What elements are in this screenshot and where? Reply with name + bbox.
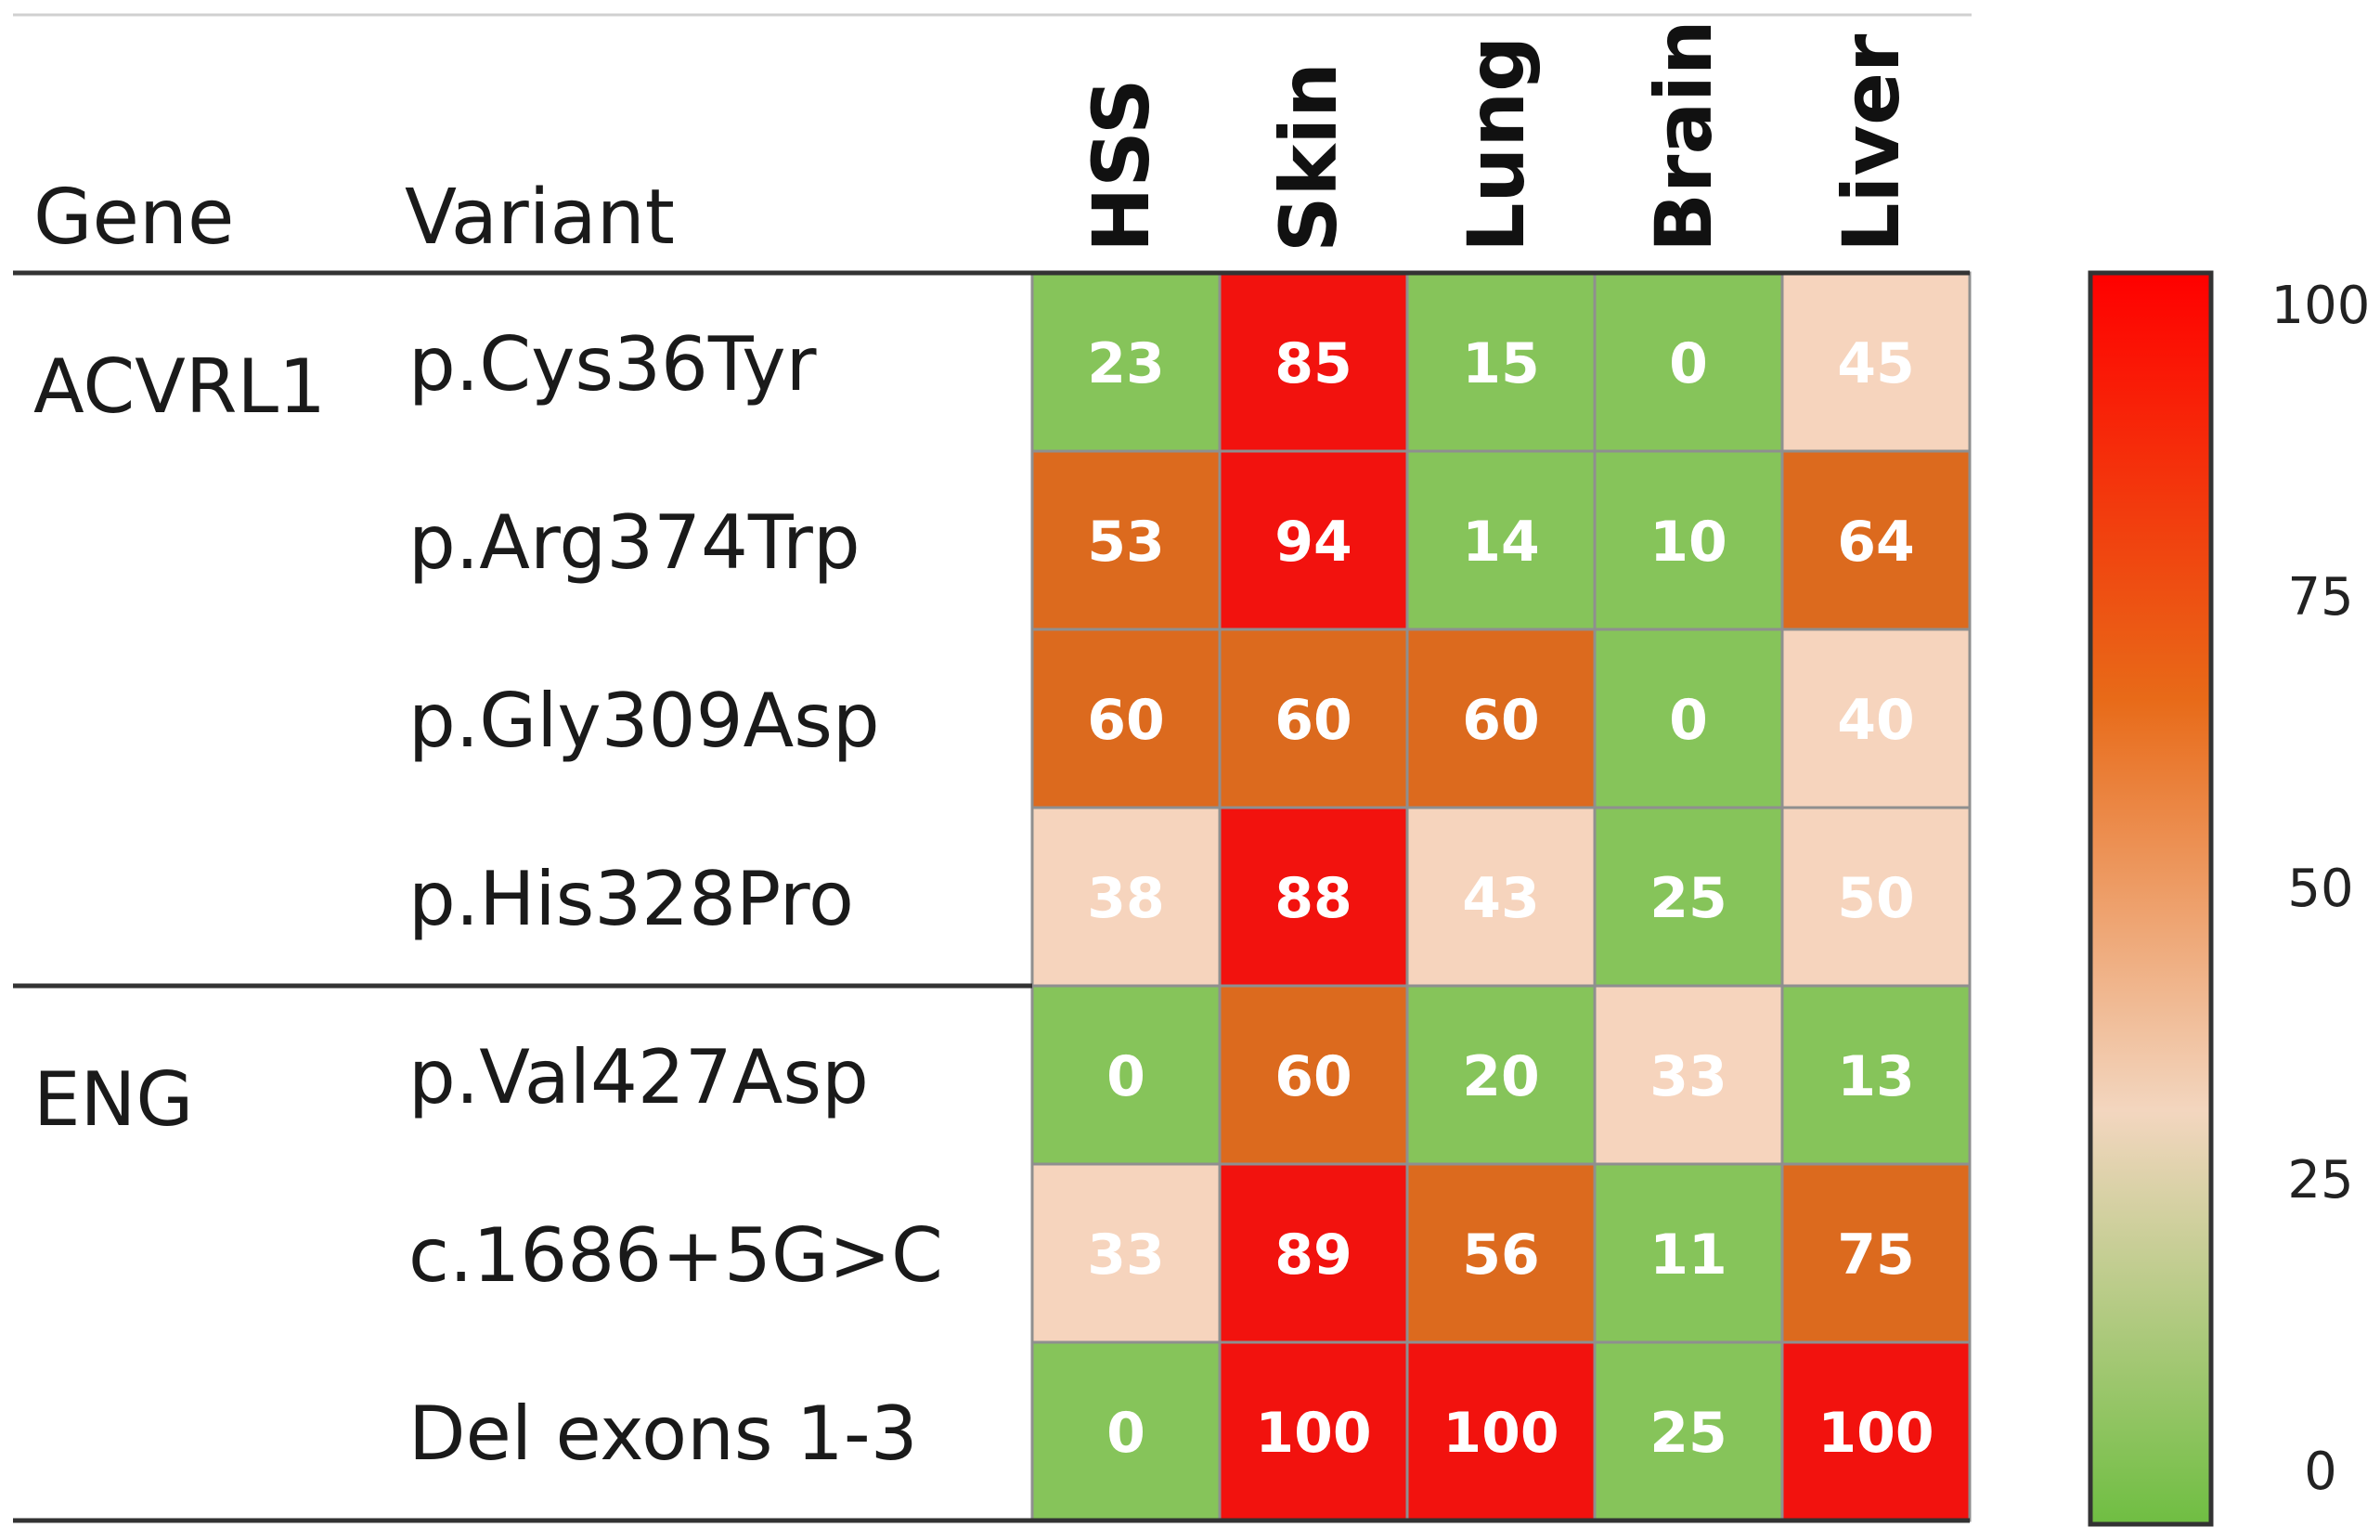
cell-value-label: 60: [1462, 688, 1540, 753]
cell-value-label: 23: [1087, 331, 1165, 396]
cell-value-label: 33: [1087, 1223, 1165, 1288]
cell-value-label: 15: [1462, 331, 1540, 396]
cell-value-label: 0: [1669, 688, 1708, 753]
cell-value-label: 0: [1669, 331, 1708, 396]
gene-header: Gene: [33, 174, 234, 262]
heatmap-cell: [1405, 1340, 1597, 1522]
cell-value-label: 100: [1817, 1401, 1934, 1466]
cell-value-label: 33: [1649, 1044, 1727, 1109]
heatmap-cell: [1405, 628, 1597, 809]
variant-label: c.1686+5G>C: [408, 1212, 943, 1299]
column-label-brain: Brain: [1638, 19, 1729, 252]
heatmap-cell: [1593, 1162, 1784, 1344]
cell-value-label: 60: [1274, 1044, 1352, 1109]
cell-value-label: 0: [1106, 1044, 1145, 1109]
gene-label-eng: ENG: [33, 1056, 193, 1143]
cell-value-label: 14: [1462, 510, 1540, 575]
heatmap-cell: [1218, 628, 1409, 809]
heatmap-cell: [1218, 1340, 1409, 1522]
variant-label: p.Val427Asp: [408, 1034, 869, 1120]
heatmap-cell: [1030, 449, 1222, 631]
heatmap-cell: [1780, 271, 1972, 453]
cell-value-label: 38: [1087, 866, 1165, 931]
cell-value-label: 75: [1837, 1223, 1915, 1288]
row-labels: ACVRL1 p.Cys36Tyr p.Arg374Trp p.Gly309Asp p.…: [13, 270, 1970, 1523]
cell-value-label: 0: [1106, 1401, 1145, 1466]
cell-value-label: 11: [1649, 1223, 1727, 1288]
cell-value-label: 53: [1087, 510, 1165, 575]
cell-value-label: 100: [1442, 1401, 1559, 1466]
colorbar-ticks: 100 75 50 25 0: [2271, 276, 2371, 1502]
heatmap-cell: [1780, 449, 1972, 631]
heatmap-cell: [1593, 628, 1784, 809]
heatmap-cell: [1030, 1340, 1222, 1522]
cell-value-label: 43: [1462, 866, 1540, 931]
heatmap-cell: [1593, 806, 1784, 988]
colorbar: [2088, 270, 2214, 1527]
cell-value-label: 20: [1462, 1044, 1540, 1109]
cell-value-label: 25: [1649, 866, 1727, 931]
column-label-lung: Lung: [1451, 36, 1542, 252]
cell-value-label: 89: [1274, 1223, 1352, 1288]
heatmap-cell: [1030, 1162, 1222, 1344]
variant-label: Del exons 1-3: [408, 1391, 918, 1477]
column-label-hss: HSS: [1076, 78, 1167, 252]
heatmap-cell: [1780, 1162, 1972, 1344]
cell-value-label: 13: [1837, 1044, 1915, 1109]
cell-value-label: 94: [1274, 510, 1352, 575]
variant-header: Variant: [405, 174, 675, 262]
variant-label: p.Gly309Asp: [408, 678, 880, 764]
variant-label: p.Arg374Trp: [408, 499, 860, 586]
cell-value-label: 64: [1837, 510, 1915, 575]
cell-value-label: 60: [1087, 688, 1165, 753]
heatmap-cell: [1780, 984, 1972, 1166]
heatmap-cell: [1405, 1162, 1597, 1344]
colorbar-tick-label: 100: [2271, 276, 2371, 336]
heatmap-cell: [1030, 628, 1222, 809]
heatmap-cell: [1593, 1340, 1784, 1522]
heatmap-cell: [1218, 271, 1409, 453]
cell-value-label: 85: [1274, 331, 1352, 396]
colorbar-tick-label: 0: [2304, 1442, 2337, 1502]
cell-value-label: 88: [1274, 866, 1352, 931]
variant-label: p.Cys36Tyr: [408, 321, 817, 408]
cell-value-label: 40: [1837, 688, 1915, 753]
cell-value-label: 60: [1274, 688, 1352, 753]
heatmap-cell: [1593, 984, 1784, 1166]
cell-value-label: 50: [1837, 866, 1915, 931]
colorbar-tick-label: 25: [2287, 1150, 2353, 1210]
cell-value-label: 56: [1462, 1223, 1540, 1288]
variant-label: p.His328Pro: [408, 856, 854, 942]
cell-value-label: 10: [1649, 510, 1727, 575]
cell-value-label: 100: [1255, 1401, 1371, 1466]
heatmap-cell: [1780, 628, 1972, 809]
heatmap-cells: 23 85 15 0 45 53 94 14 10 64 60 60 60 0 40 38 88 43 25 50 0 6…: [1030, 271, 1972, 1522]
heatmap-cell: [1780, 1340, 1972, 1522]
column-label-liver: Liver: [1826, 33, 1917, 252]
column-label-skin: Skin: [1263, 62, 1354, 252]
cell-value-label: 45: [1837, 331, 1915, 396]
heatmap-cell: [1593, 449, 1784, 631]
heatmap-cell: [1218, 1162, 1409, 1344]
colorbar-tick-label: 50: [2287, 859, 2353, 919]
colorbar-tick-label: 75: [2287, 567, 2353, 628]
gene-label-acvrl1: ACVRL1: [33, 343, 326, 430]
cell-value-label: 25: [1649, 1401, 1727, 1466]
column-labels: HSS Skin Lung Brain Liver: [1076, 19, 1917, 252]
heatmap-cell: [1405, 806, 1597, 988]
